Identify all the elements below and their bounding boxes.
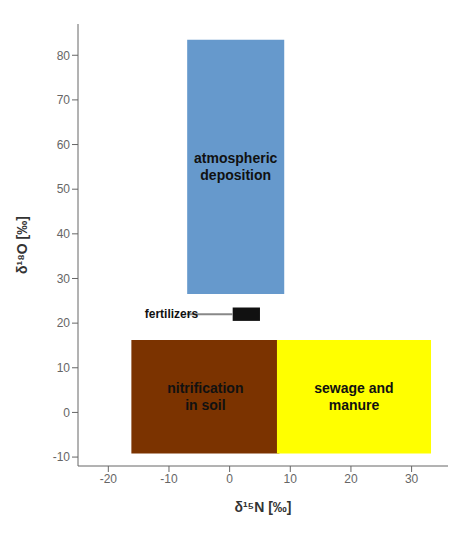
svg-text:0: 0 (226, 472, 233, 486)
svg-text:-20: -20 (100, 472, 118, 486)
svg-text:δ¹⁵N [‰]: δ¹⁵N [‰] (234, 499, 291, 515)
svg-text:40: 40 (57, 227, 71, 241)
svg-text:80: 80 (57, 49, 71, 63)
svg-text:60: 60 (57, 138, 71, 152)
svg-text:10: 10 (284, 472, 298, 486)
svg-text:30: 30 (57, 272, 71, 286)
svg-text:sewage andmanure: sewage andmanure (314, 380, 393, 413)
svg-text:70: 70 (57, 93, 71, 107)
svg-text:0: 0 (63, 406, 70, 420)
svg-text:20: 20 (57, 316, 71, 330)
svg-text:nitrificationin soil: nitrificationin soil (167, 380, 243, 413)
svg-text:10: 10 (57, 361, 71, 375)
svg-text:50: 50 (57, 182, 71, 196)
svg-text:δ¹⁸O [‰]: δ¹⁸O [‰] (14, 216, 30, 274)
svg-text:fertilizers: fertilizers (145, 307, 199, 321)
svg-text:atmosphericdeposition: atmosphericdeposition (194, 150, 277, 183)
svg-text:-10: -10 (53, 450, 71, 464)
svg-text:30: 30 (405, 472, 419, 486)
svg-text:20: 20 (344, 472, 358, 486)
svg-text:-10: -10 (160, 472, 178, 486)
